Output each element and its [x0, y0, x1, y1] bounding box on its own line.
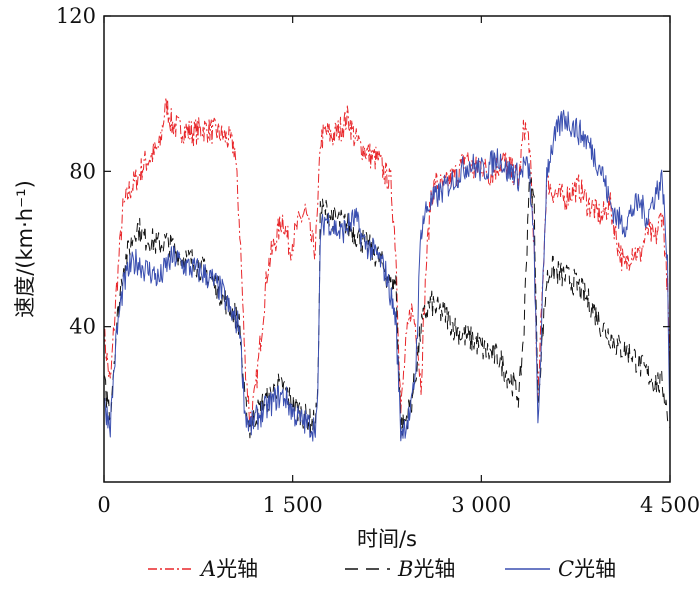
y-tick-label: 40 [69, 315, 96, 339]
tick-layer: 40 80 120 0 1 500 3 000 4 500 [56, 4, 700, 517]
plot-frame [103, 15, 671, 483]
x-tick-label: 3 000 [451, 493, 511, 517]
series-line-1 [104, 97, 670, 428]
y-tick-label: 120 [56, 4, 96, 28]
series-line-3 [104, 109, 670, 442]
x-axis-label: 时间/s [357, 527, 417, 551]
legend-label-3: C光轴 [558, 557, 616, 581]
legend-label-1: A光轴 [199, 557, 258, 581]
series-layer [104, 97, 670, 442]
x-tick-label: 1 500 [263, 493, 323, 517]
x-tick-label: 4 500 [640, 493, 700, 517]
y-axis-label: 速度/(km·h⁻¹) [13, 180, 37, 318]
legend-label-2: B光轴 [397, 557, 455, 581]
legend: A光轴 B光轴 C光轴 [148, 557, 616, 581]
series-line-2 [104, 170, 670, 439]
y-tick-label: 80 [69, 159, 96, 183]
x-tick-label: 0 [97, 493, 110, 517]
